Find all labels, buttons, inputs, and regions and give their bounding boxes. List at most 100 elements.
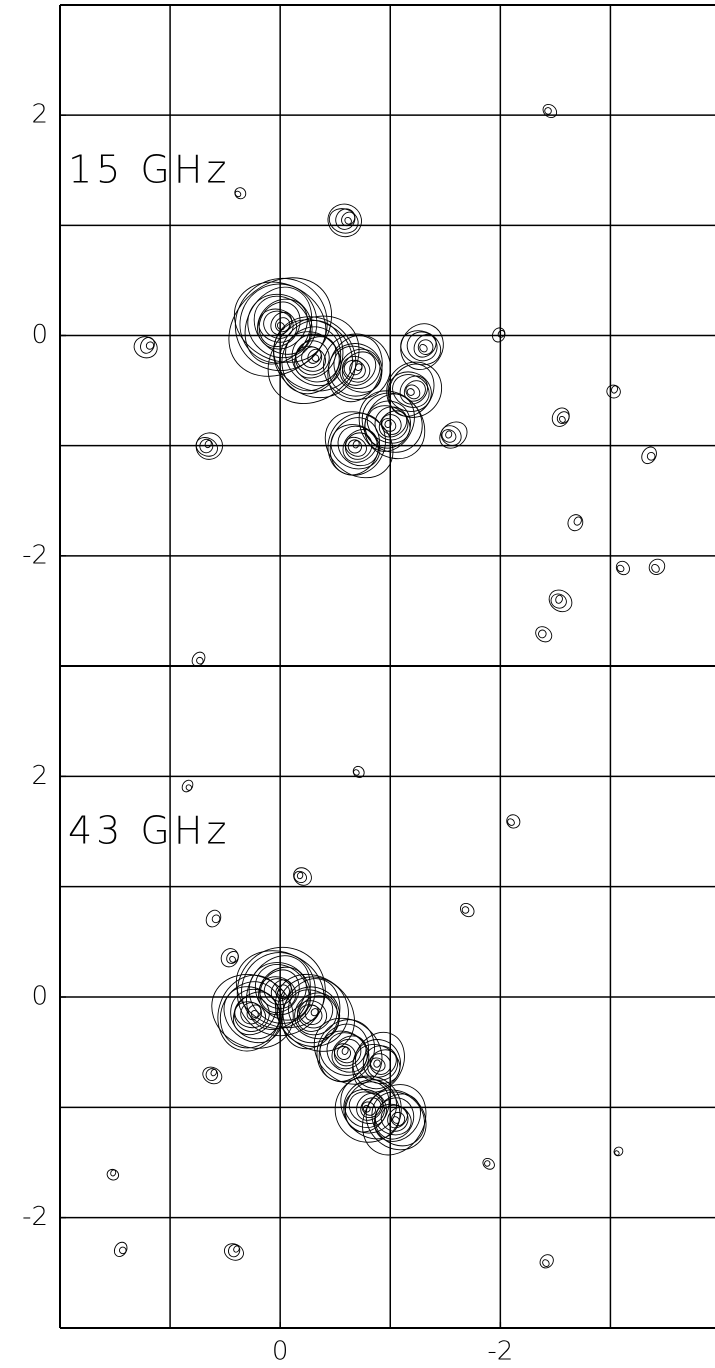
panel-label: 43 GHz bbox=[68, 809, 230, 853]
contour-ring bbox=[244, 286, 313, 365]
contour-ring bbox=[352, 1031, 405, 1093]
contour-ring bbox=[365, 1089, 427, 1151]
contour-ring bbox=[373, 1093, 422, 1142]
contour-ring bbox=[327, 203, 362, 238]
contour-ring bbox=[310, 1008, 319, 1017]
panel-label: 15 GHz bbox=[68, 148, 230, 192]
contour-ring bbox=[374, 406, 409, 441]
contour-ring bbox=[140, 336, 155, 354]
contour-ring bbox=[405, 384, 421, 400]
contour-ring bbox=[556, 411, 570, 424]
contour-ring bbox=[299, 1004, 323, 1025]
contour-ring bbox=[313, 1017, 383, 1085]
contour-ring bbox=[344, 432, 373, 460]
contour-ring bbox=[195, 432, 223, 460]
contour-ring bbox=[341, 356, 371, 383]
contour-ring bbox=[370, 1057, 386, 1072]
contour-ring bbox=[211, 914, 221, 924]
contour-ring bbox=[106, 1168, 120, 1181]
contour-ring bbox=[445, 430, 453, 439]
contour-ring bbox=[223, 1243, 244, 1261]
contour-ring bbox=[506, 814, 521, 829]
contour-ring bbox=[406, 331, 438, 362]
contour-ring bbox=[373, 1059, 381, 1068]
contour-ring bbox=[229, 955, 236, 963]
contour-ring bbox=[250, 1010, 259, 1019]
contour-ring bbox=[273, 316, 357, 399]
contour-ring bbox=[296, 871, 304, 880]
contour-ring bbox=[324, 411, 394, 479]
y-tick-label: 0 bbox=[31, 982, 48, 1012]
contour-ring bbox=[334, 1075, 402, 1143]
contour-ring bbox=[336, 1045, 352, 1060]
contour-ring bbox=[337, 425, 379, 467]
contour-ring bbox=[202, 1066, 223, 1085]
contour-ring bbox=[211, 974, 294, 1049]
y-tick-label: -2 bbox=[22, 540, 48, 570]
contour-ring bbox=[439, 421, 468, 449]
contour-ring bbox=[220, 948, 239, 968]
contour-ring bbox=[613, 1146, 624, 1157]
contour-ring bbox=[236, 946, 326, 1037]
contour-ring bbox=[205, 909, 222, 928]
contour-ring bbox=[573, 516, 582, 526]
contour-ring bbox=[275, 317, 291, 333]
contour-ring bbox=[204, 439, 212, 449]
contour-ring bbox=[344, 216, 352, 225]
y-tick-label: 0 bbox=[31, 320, 48, 350]
contour-ring bbox=[326, 1032, 368, 1073]
contour-ring bbox=[641, 446, 657, 465]
contour-ring bbox=[281, 326, 342, 392]
contour-ring bbox=[460, 903, 475, 918]
contour-ring bbox=[539, 1254, 554, 1269]
contour-ring bbox=[354, 363, 363, 371]
contour-ring bbox=[210, 1068, 217, 1077]
contour-ring bbox=[492, 327, 506, 343]
contour-ring bbox=[417, 339, 434, 355]
contour-ring bbox=[253, 295, 311, 355]
contour-ring bbox=[331, 1035, 367, 1070]
contour-ring bbox=[551, 407, 570, 427]
contour-ring bbox=[559, 415, 566, 423]
contour-ring bbox=[296, 995, 334, 1032]
contour-ring bbox=[342, 429, 378, 463]
contour-ring bbox=[482, 1157, 495, 1170]
contour-ring bbox=[391, 1111, 406, 1127]
contour-ring bbox=[333, 345, 382, 393]
contour-ring bbox=[616, 564, 625, 573]
y-tick-label: 2 bbox=[31, 761, 48, 791]
contour-ring bbox=[371, 1091, 425, 1147]
contour-ring bbox=[544, 107, 552, 115]
contour-ring bbox=[119, 1246, 127, 1255]
contour-ring bbox=[400, 323, 444, 370]
contour-ring bbox=[555, 594, 563, 604]
contour-ring bbox=[369, 1053, 392, 1075]
contour-ring bbox=[195, 437, 218, 457]
contour-ring bbox=[293, 870, 307, 884]
contour-ring bbox=[646, 451, 656, 461]
contour-ring bbox=[327, 335, 383, 403]
contour-ring bbox=[205, 1068, 219, 1082]
contour-ring bbox=[550, 593, 567, 609]
contour-ring bbox=[392, 374, 430, 408]
contour-ring bbox=[484, 1160, 491, 1167]
contour-ring bbox=[341, 351, 377, 386]
contour-ring bbox=[294, 992, 338, 1036]
contour-ring bbox=[133, 336, 158, 359]
x-tick-label: -2 bbox=[487, 1337, 513, 1367]
contour-ring bbox=[259, 969, 300, 1014]
contour-ring bbox=[507, 818, 515, 826]
y-tick-label: 2 bbox=[31, 100, 48, 130]
contour-ring bbox=[362, 1084, 427, 1156]
contour-ring bbox=[361, 392, 423, 453]
plot-area bbox=[106, 765, 624, 1269]
contour-ring bbox=[281, 978, 341, 1050]
contour-ring bbox=[333, 1038, 362, 1067]
contour-ring bbox=[276, 322, 285, 331]
contour-ring bbox=[538, 629, 547, 639]
contour-ring bbox=[353, 769, 360, 776]
contour-ring bbox=[113, 1241, 128, 1257]
contour-ring bbox=[181, 779, 194, 793]
contour-ring bbox=[542, 103, 558, 119]
contour-ring bbox=[311, 354, 320, 362]
